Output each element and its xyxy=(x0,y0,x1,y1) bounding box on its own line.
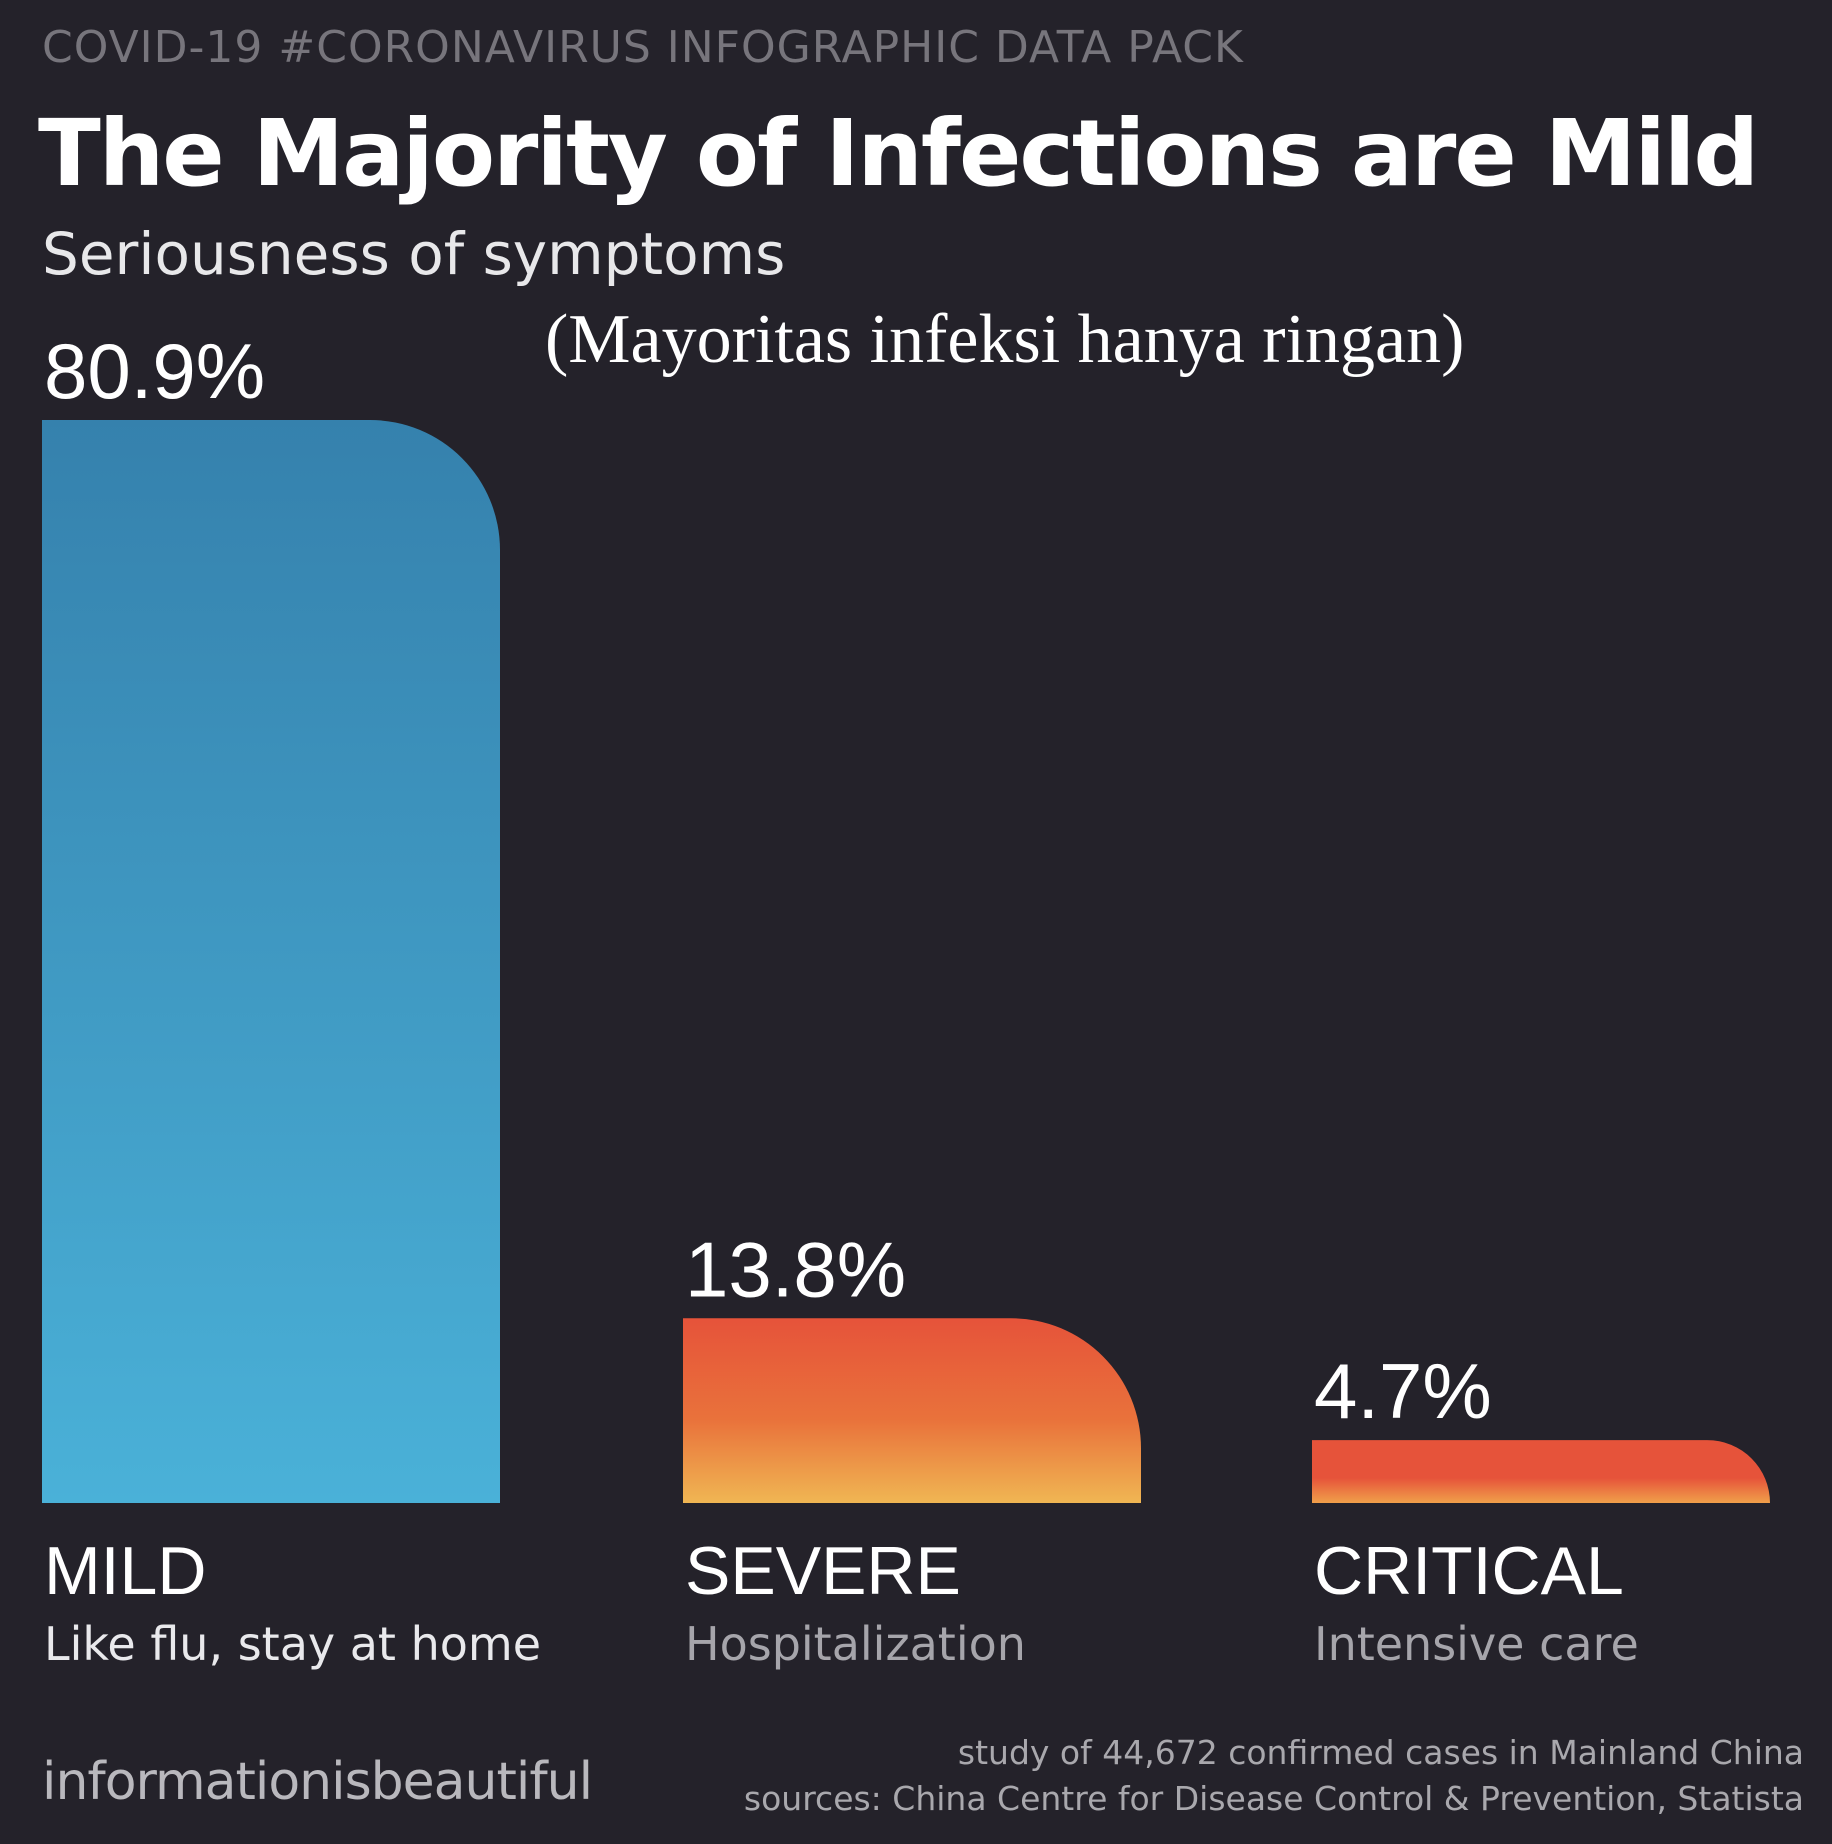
value-label-critical: 4.7% xyxy=(1314,1347,1492,1435)
value-label-severe: 13.8% xyxy=(685,1225,906,1313)
chart-subtitle: Seriousness of symptoms xyxy=(42,220,786,288)
bar-mild xyxy=(42,420,500,1503)
infographic-kicker: COVID-19 #CORONAVIRUS INFOGRAPHIC DATA P… xyxy=(42,22,1244,73)
source-note-line-2: sources: China Centre for Disease Contro… xyxy=(743,1779,1804,1818)
value-label-mild: 80.9% xyxy=(44,327,265,415)
bar-critical xyxy=(1312,1440,1770,1503)
category-label-mild: MILD xyxy=(44,1533,206,1609)
bar-severe xyxy=(683,1318,1141,1503)
brand-logo-text: informationisbeautiful xyxy=(42,1752,593,1812)
category-description-mild: Like flu, stay at home xyxy=(44,1617,541,1671)
chart-title: The Majority of Infections are Mild xyxy=(38,100,1759,207)
bars-group: 80.9% MILD Like flu, stay at home 13.8% SEVE… xyxy=(42,327,1770,1671)
source-note: study of 44,672 confirmed cases in Mainl… xyxy=(744,1730,1804,1822)
category-label-critical: CRITICAL xyxy=(1314,1533,1624,1609)
category-description-critical: Intensive care xyxy=(1314,1617,1639,1671)
translation-caption: (Mayoritas infeksi hanya ringan) xyxy=(545,301,1465,378)
category-description-severe: Hospitalization xyxy=(685,1617,1026,1671)
source-note-line-1: study of 44,672 confirmed cases in Mainl… xyxy=(957,1733,1804,1772)
category-label-severe: SEVERE xyxy=(685,1533,961,1609)
